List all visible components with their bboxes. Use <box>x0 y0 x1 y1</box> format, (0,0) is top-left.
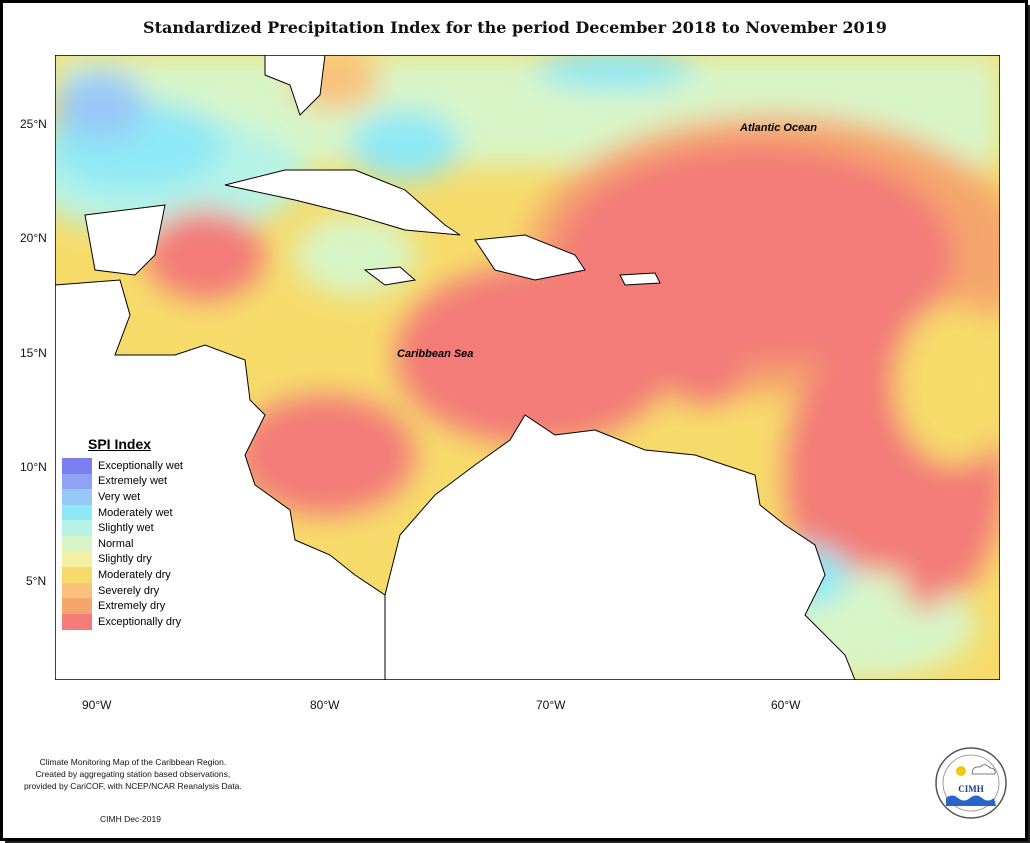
legend-swatch <box>62 520 92 536</box>
legend-item: Extremely wet <box>62 473 212 490</box>
legend-label: Slightly dry <box>98 553 152 566</box>
legend-swatch <box>62 551 92 568</box>
map-footer: Climate Monitoring Map of the Caribbean … <box>24 756 242 792</box>
lat-tick-5n: 5°N <box>26 574 47 588</box>
legend-item: Exceptionally dry <box>62 613 212 630</box>
lat-tick-20n: 20°N <box>20 231 47 245</box>
lon-tick-90w: 90°W <box>82 698 112 712</box>
legend-title: SPI Index <box>88 436 152 452</box>
cimh-logo-icon: CIMH <box>935 747 1007 819</box>
lat-tick-10n: 10°N <box>20 460 47 474</box>
lon-tick-70w: 70°W <box>536 698 566 712</box>
legend-swatch <box>62 535 92 552</box>
map-title: Standardized Precipitation Index for the… <box>143 18 887 37</box>
legend-label: Exceptionally dry <box>98 615 182 628</box>
legend-item: Slightly dry <box>62 551 212 568</box>
lat-tick-25n: 25°N <box>20 117 47 131</box>
legend-swatch <box>62 582 92 599</box>
footer-line-1: Climate Monitoring Map of the Caribbean … <box>39 757 227 767</box>
legend-label: Slightly wet <box>98 522 154 535</box>
legend-swatch <box>62 567 92 583</box>
atlantic-ocean-label: Atlantic Ocean <box>739 122 817 134</box>
credit-text: CIMH Dec-2019 <box>100 814 161 824</box>
yucatan-dry <box>145 210 265 300</box>
bahamas-wet <box>350 110 460 180</box>
lon-tick-80w: 80°W <box>310 698 340 712</box>
svg-text:CIMH: CIMH <box>958 784 984 794</box>
legend-label: Severely dry <box>98 584 160 597</box>
puerto-rico-land <box>619 272 661 286</box>
honduras-dry <box>235 395 415 515</box>
legend-item: Slightly wet <box>62 520 212 536</box>
footer-line-2: Created by aggregating station based obs… <box>35 769 231 779</box>
lat-tick-15n: 15°N <box>20 346 47 360</box>
legend-label: Very wet <box>98 490 141 503</box>
legend-item: Severely dry <box>62 582 212 599</box>
legend-item: Normal <box>62 535 212 552</box>
legend-label: Extremely wet <box>98 475 168 488</box>
spi-legend: SPI Index Exceptionally wet Extremely wet… <box>62 436 212 630</box>
legend-label: Normal <box>98 537 134 550</box>
caribbean-sea-label: Caribbean Sea <box>397 348 473 360</box>
legend-swatch <box>62 598 92 614</box>
footer-line-3: provided by CariCOF, with NCEP/NCAR Rean… <box>24 781 242 791</box>
east-dry <box>895 305 1000 465</box>
legend-swatch <box>62 473 92 490</box>
lon-tick-60w: 60°W <box>771 698 801 712</box>
jamaica-land <box>363 266 417 286</box>
windward-dry <box>665 345 745 405</box>
caribbean-dry <box>395 265 675 445</box>
land <box>55 55 856 680</box>
legend-item: Very wet <box>62 489 212 505</box>
legend-swatch <box>62 489 92 505</box>
north-wet-patch <box>535 55 695 90</box>
cuba-land <box>224 169 461 236</box>
suriname-dry <box>905 560 945 610</box>
legend-swatch <box>62 613 92 630</box>
legend-swatch <box>62 458 92 474</box>
south-america-land <box>384 414 856 680</box>
legend-item: Exceptionally wet <box>62 458 212 474</box>
legend-label: Exceptionally wet <box>98 459 183 472</box>
legend-swatch <box>62 504 92 521</box>
florida-land <box>264 55 326 116</box>
hispaniola-land <box>474 234 586 281</box>
legend-item: Extremely dry <box>62 598 212 614</box>
legend-item: Moderately dry <box>62 567 212 583</box>
yucatan-land <box>84 204 166 276</box>
gulf-very-wet <box>55 70 145 140</box>
spi-map: Atlantic Ocean Caribbean Sea <box>55 55 1000 680</box>
legend-label: Extremely dry <box>98 600 166 613</box>
legend-label: Moderately wet <box>98 506 173 519</box>
legend-label: Moderately dry <box>98 568 171 581</box>
legend-item: Moderately wet <box>62 504 212 521</box>
